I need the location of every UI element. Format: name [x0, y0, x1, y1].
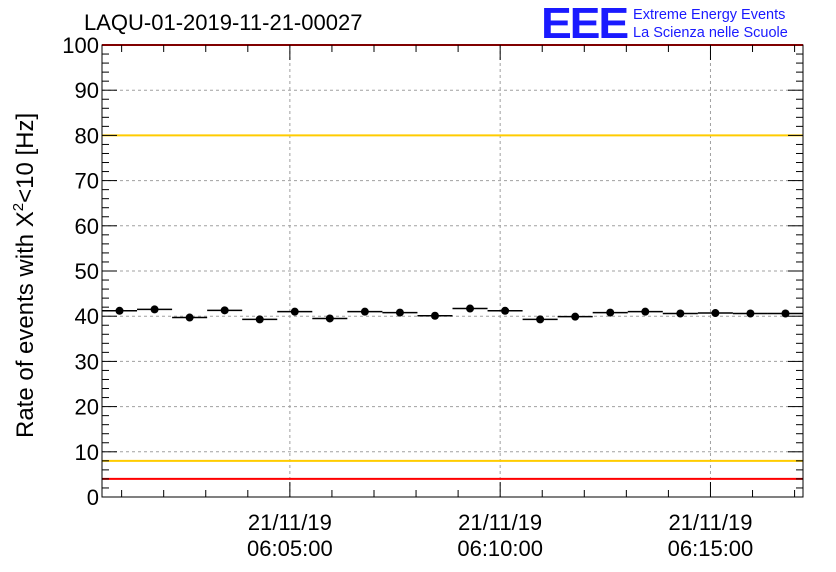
axis-ticks	[102, 44, 803, 498]
x-tick-time-label: 06:15:00	[668, 536, 754, 561]
y-axis-label-tail: <10 [Hz]	[12, 113, 39, 203]
reference-lines	[102, 44, 803, 480]
data-point	[360, 307, 369, 316]
logo-line-2: La Scienza nelle Scuole	[633, 25, 788, 41]
x-tick-time-label: 06:05:00	[247, 536, 333, 561]
data-point	[255, 315, 264, 324]
y-tick-label: 10	[75, 440, 99, 465]
data-point	[325, 314, 334, 323]
grid-lines	[102, 45, 803, 497]
data-point	[290, 307, 299, 316]
y-tick-labels: 0 10 20 30 40 50 60 70 80 90 100	[62, 33, 99, 510]
eee-logo: EEE Extreme Energy Events La Scienza nel…	[540, 0, 788, 48]
y-axis-label: Rate of events with X2<10 [Hz]	[10, 113, 39, 438]
data-point	[501, 306, 510, 315]
y-tick-label: 0	[87, 485, 99, 510]
y-tick-label: 70	[75, 169, 99, 194]
data-point	[150, 305, 159, 314]
data-point	[466, 304, 475, 313]
data-point	[571, 312, 580, 321]
y-axis-label-superscript: 2	[10, 203, 27, 211]
y-tick-label: 20	[75, 395, 99, 420]
data-point	[641, 307, 650, 316]
y-axis-label-main: Rate of events with X	[12, 211, 39, 438]
x-tick-labels: 21/11/1906:05:0021/11/1906:10:0021/11/19…	[247, 510, 753, 561]
y-tick-label: 60	[75, 214, 99, 239]
y-tick-label: 80	[75, 123, 99, 148]
y-tick-label: 90	[75, 78, 99, 103]
data-point	[395, 308, 404, 317]
y-tick-label: 100	[62, 33, 99, 58]
data-point	[430, 311, 439, 320]
data-point	[781, 309, 790, 318]
data-points	[102, 304, 803, 324]
x-tick-time-label: 06:10:00	[457, 536, 543, 561]
data-point	[711, 309, 720, 318]
y-tick-label: 30	[75, 349, 99, 374]
data-point	[606, 308, 615, 317]
data-point	[676, 309, 685, 318]
data-point	[536, 315, 545, 324]
y-tick-label: 40	[75, 304, 99, 329]
data-point	[220, 306, 229, 315]
x-tick-date-label: 21/11/19	[248, 510, 332, 535]
data-point	[185, 313, 194, 322]
x-tick-date-label: 21/11/19	[668, 510, 752, 535]
eee-logo-text: Extreme Energy Events La Scienza nelle S…	[633, 6, 788, 42]
data-point	[115, 306, 124, 315]
data-point	[746, 309, 755, 318]
eee-logo-mark: EEE	[540, 0, 629, 48]
logo-line-1: Extreme Energy Events	[633, 7, 786, 23]
x-tick-date-label: 21/11/19	[458, 510, 542, 535]
chart-title: LAQU-01-2019-11-21-00027	[84, 10, 363, 35]
y-tick-label: 50	[75, 259, 99, 284]
